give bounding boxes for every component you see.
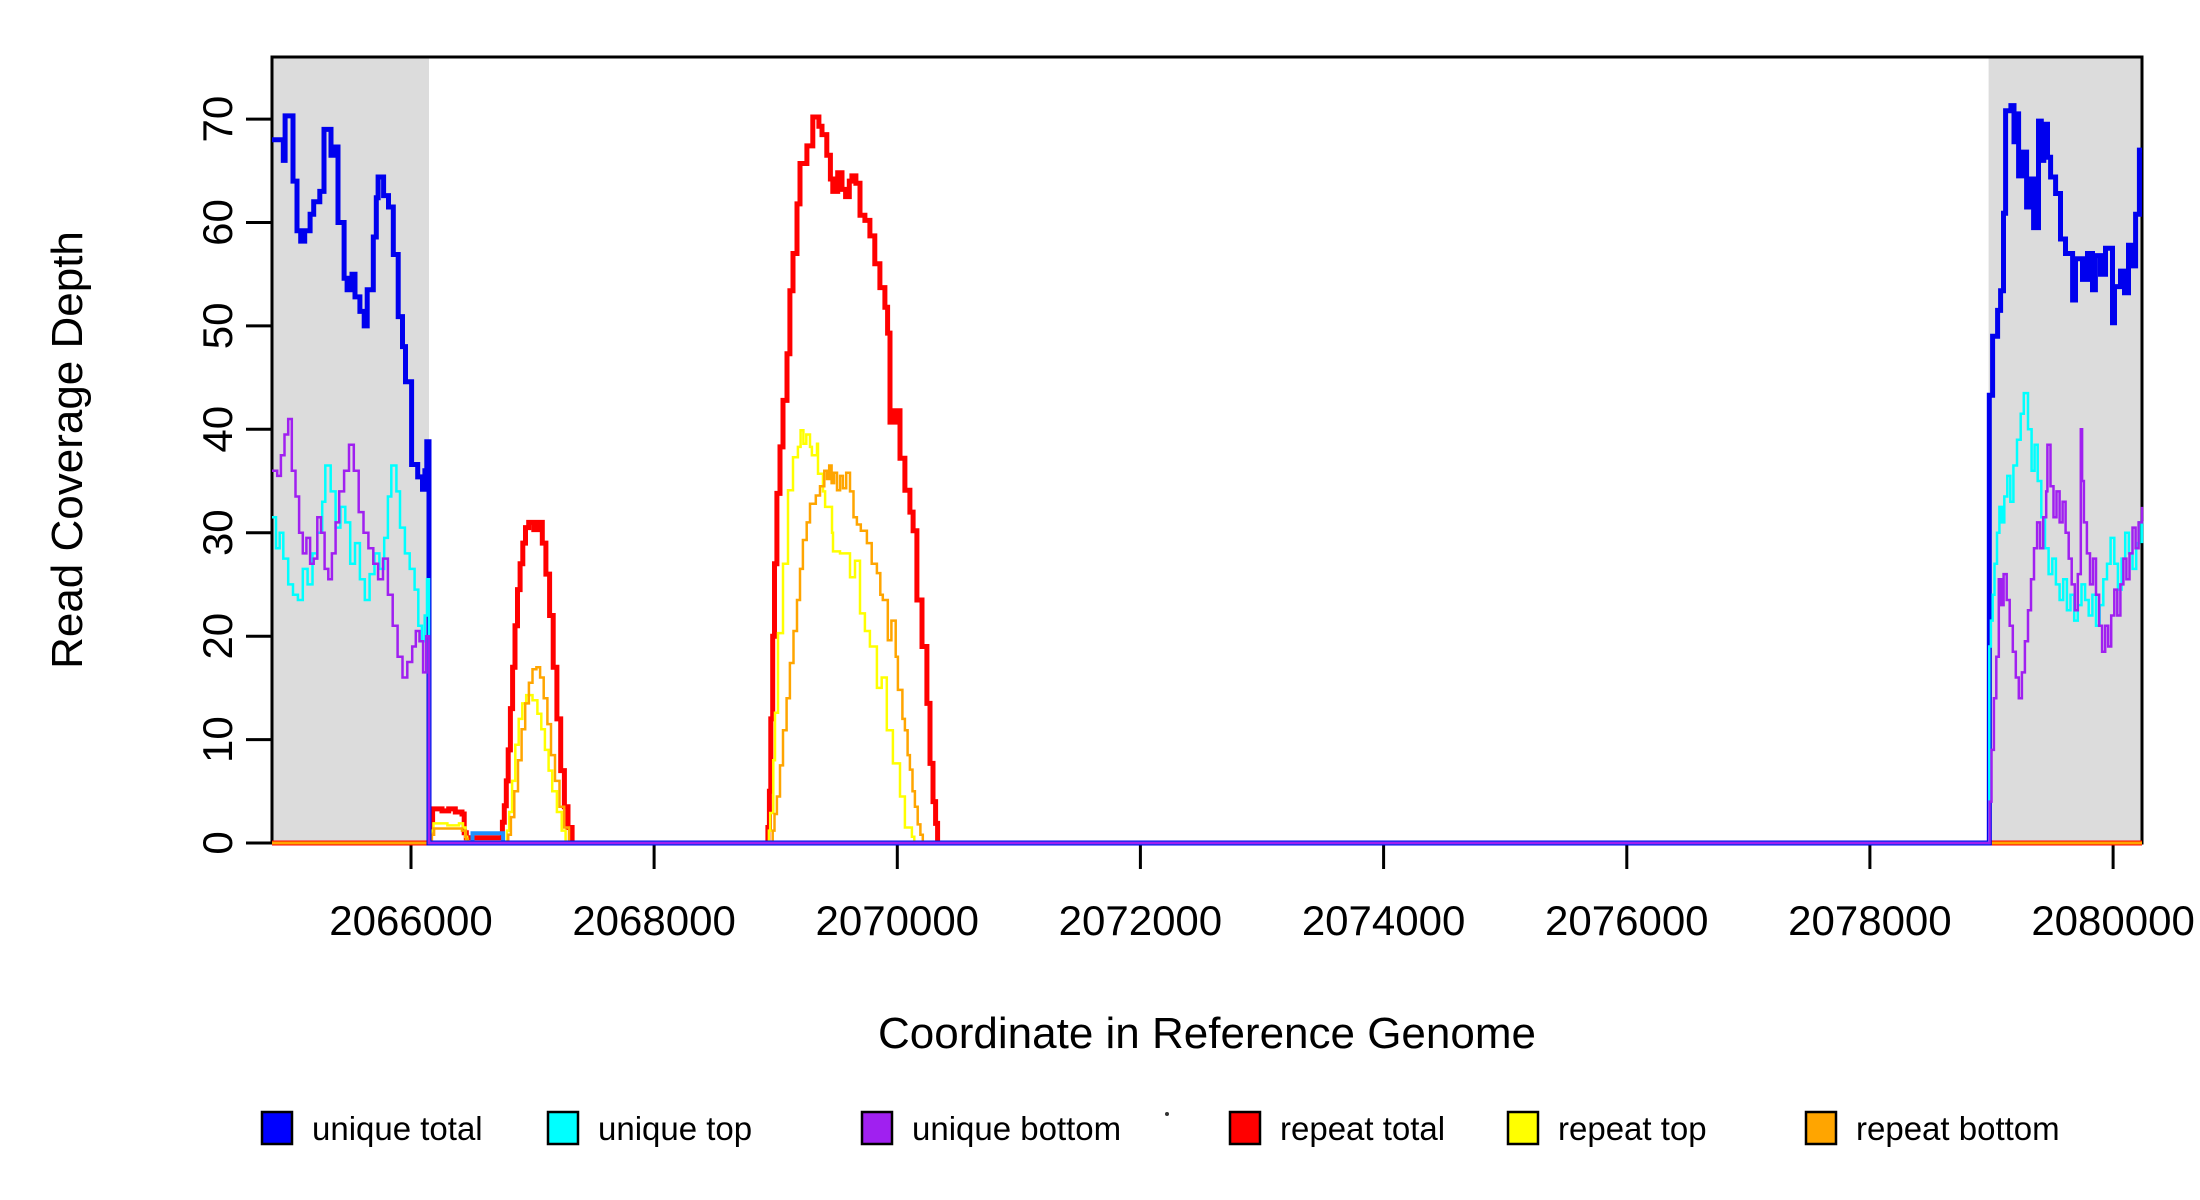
x-tick-label: 2070000 (816, 897, 980, 944)
series-repeat-total (272, 114, 2142, 846)
left-unique-region (272, 57, 429, 843)
legend-entry-repeat-bottom: repeat bottom (1804, 1110, 2060, 1147)
series-unique-bottom (272, 417, 2144, 845)
x-tick-label: 2072000 (1059, 897, 1223, 944)
y-tick-label: 20 (194, 613, 241, 660)
legend-label-repeat-bottom: repeat bottom (1856, 1110, 2060, 1147)
x-tick-label: 2080000 (2031, 897, 2195, 944)
legend-swatch-unique-bottom (860, 1110, 894, 1146)
stray-dot (1165, 1112, 1169, 1116)
x-tick-label: 2076000 (1545, 897, 1709, 944)
x-axis-title: Coordinate in Reference Genome (878, 1009, 1536, 1058)
series-repeat-top (272, 429, 2142, 845)
legend-swatch-repeat-top (1506, 1110, 1540, 1146)
legend-swatch-unique-top (546, 1110, 580, 1146)
legend-label-unique-bottom: unique bottom (912, 1110, 1121, 1147)
y-tick-label: 70 (194, 96, 241, 143)
shaded-regions (272, 57, 2142, 843)
y-axis-title: Read Coverage Depth (43, 231, 92, 669)
legend-entry-unique-top: unique top (546, 1110, 752, 1147)
legend-swatch-repeat-total (1228, 1110, 1262, 1146)
y-tick-labels: 0 10 20 30 40 50 60 70 (194, 96, 241, 855)
legend-entry-repeat-total: repeat total (1228, 1110, 1445, 1147)
y-tick-label: 50 (194, 303, 241, 350)
x-tick-labels: 2066000 2068000 2070000 2072000 2074000 20760… (329, 897, 2195, 944)
x-tick-label: 2066000 (329, 897, 493, 944)
x-tick-label: 2074000 (1302, 897, 1466, 944)
legend: unique total unique top unique bottom repea… (260, 1110, 2060, 1147)
x-tick-label: 2068000 (572, 897, 736, 944)
series-unique-total (272, 103, 2142, 846)
y-tick-label: 10 (194, 716, 241, 763)
x-tick-label: 2078000 (1788, 897, 1952, 944)
legend-swatch-unique-total (260, 1110, 294, 1146)
legend-entry-repeat-top: repeat top (1506, 1110, 1707, 1147)
series-repeat-bottom (272, 464, 2142, 845)
legend-label-unique-top: unique top (598, 1110, 752, 1147)
legend-label-repeat-total: repeat total (1280, 1110, 1445, 1147)
y-tick-label: 30 (194, 509, 241, 556)
plot-border (270, 55, 2144, 845)
y-tick-label: 0 (194, 831, 241, 854)
y-tick-label: 60 (194, 199, 241, 246)
legend-entry-unique-bottom: unique bottom (860, 1110, 1121, 1147)
legend-label-repeat-top: repeat top (1558, 1110, 1707, 1147)
right-unique-region (1988, 57, 2142, 843)
legend-label-unique-total: unique total (312, 1110, 483, 1147)
axis-ticks (246, 117, 2115, 869)
y-tick-label: 40 (194, 406, 241, 453)
legend-swatch-repeat-bottom (1804, 1110, 1838, 1146)
legend-entry-unique-total: unique total (260, 1110, 483, 1147)
series-lines (272, 103, 2144, 846)
